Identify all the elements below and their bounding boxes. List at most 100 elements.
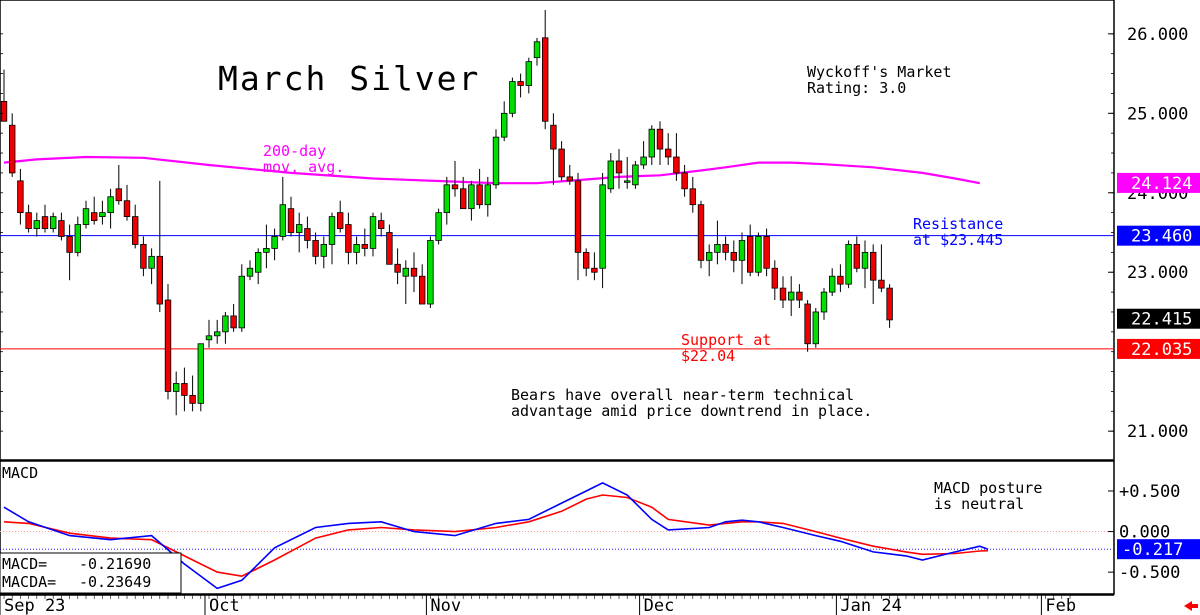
candle bbox=[427, 236, 434, 308]
candle bbox=[123, 184, 131, 221]
candle-body bbox=[591, 267, 598, 273]
price-tag-box bbox=[1117, 308, 1200, 329]
candle bbox=[328, 212, 336, 265]
candle bbox=[246, 260, 254, 281]
candle-body bbox=[722, 244, 729, 253]
candle bbox=[648, 125, 655, 165]
price-tag-box bbox=[1117, 225, 1200, 246]
candle-body bbox=[468, 184, 475, 210]
candle bbox=[533, 37, 541, 66]
candle-body bbox=[853, 244, 860, 269]
price-tag-box bbox=[1117, 338, 1200, 359]
candle bbox=[386, 224, 393, 265]
candle-body bbox=[74, 224, 81, 253]
candle bbox=[714, 220, 721, 265]
candle bbox=[730, 240, 737, 273]
candle-body bbox=[131, 216, 139, 245]
candle bbox=[878, 244, 885, 293]
candle bbox=[845, 240, 852, 289]
price-tick-label: 26.000 bbox=[1127, 25, 1188, 45]
date-label: Jan 24 bbox=[840, 596, 901, 615]
candle-body bbox=[665, 148, 672, 158]
candle-body bbox=[763, 236, 770, 269]
candle-body bbox=[148, 255, 155, 269]
macd-readout-box bbox=[0, 552, 182, 594]
candle-body bbox=[345, 224, 352, 253]
candle bbox=[99, 200, 106, 225]
candle bbox=[583, 248, 590, 277]
date-label: Sep 23 bbox=[4, 596, 65, 615]
candle-body bbox=[558, 148, 565, 178]
date-label: Dec bbox=[644, 596, 675, 615]
candle-body bbox=[837, 275, 844, 285]
candle bbox=[624, 157, 631, 189]
candle bbox=[8, 113, 16, 177]
candle-body bbox=[205, 335, 213, 341]
candle bbox=[697, 200, 705, 269]
candle-body bbox=[304, 228, 311, 241]
candle bbox=[451, 160, 459, 197]
candle bbox=[779, 276, 787, 308]
candle-body bbox=[115, 188, 122, 202]
candle bbox=[164, 284, 172, 400]
candle-body bbox=[648, 128, 655, 158]
date-label: Oct bbox=[209, 596, 240, 615]
candle-body bbox=[533, 41, 541, 59]
macd-tick-label: +0.500 bbox=[1119, 482, 1180, 502]
candle bbox=[788, 276, 795, 316]
price-tag-label: 22.035 bbox=[1131, 340, 1192, 360]
candle-body bbox=[500, 112, 508, 138]
price-tag-label: 23.460 bbox=[1131, 227, 1192, 247]
candle bbox=[312, 232, 319, 265]
candle-body bbox=[476, 184, 483, 206]
macda-line bbox=[3, 494, 989, 578]
candle-body bbox=[550, 124, 557, 150]
macd-readout-value: -0.21690 bbox=[79, 555, 151, 573]
candle-body bbox=[820, 291, 828, 313]
candle-body bbox=[583, 251, 590, 269]
candle-body bbox=[870, 251, 877, 281]
candle-body bbox=[443, 184, 450, 214]
candle bbox=[509, 77, 516, 118]
candle bbox=[771, 260, 778, 301]
candle bbox=[148, 248, 155, 285]
commentary-line-2: advantage amid price downtrend in place. bbox=[511, 402, 872, 420]
candle bbox=[50, 212, 57, 233]
candle bbox=[172, 371, 180, 416]
candle bbox=[41, 204, 49, 233]
candle-body bbox=[107, 196, 114, 214]
ma-label-line-2: mov. avg. bbox=[263, 158, 344, 176]
support-label-line-2: $22.04 bbox=[681, 347, 735, 365]
candle bbox=[238, 264, 245, 332]
candle-body bbox=[427, 240, 434, 305]
candle bbox=[435, 208, 442, 245]
candle-body bbox=[222, 315, 229, 333]
rating-line-2: Rating: 3.0 bbox=[807, 79, 906, 97]
candle-body bbox=[82, 208, 90, 225]
candle bbox=[706, 244, 713, 277]
candle bbox=[58, 212, 65, 241]
candle bbox=[205, 319, 213, 348]
candle-body bbox=[632, 164, 639, 186]
candle bbox=[640, 141, 647, 169]
candle bbox=[189, 375, 196, 412]
ma200-line bbox=[3, 155, 981, 185]
candle-body bbox=[812, 311, 819, 345]
candle-body bbox=[25, 212, 32, 229]
candle bbox=[738, 232, 746, 285]
candle bbox=[574, 172, 582, 281]
candle-body bbox=[410, 267, 418, 277]
macda-readout-label: MACDA= bbox=[2, 573, 56, 591]
macd-layer bbox=[0, 482, 1114, 590]
macd-tick-label: -0.500 bbox=[1119, 563, 1180, 583]
candle-body bbox=[566, 176, 573, 182]
candle bbox=[500, 101, 508, 142]
candle-body bbox=[861, 251, 869, 269]
candle bbox=[558, 141, 565, 181]
price-tick-label: 23.000 bbox=[1127, 263, 1188, 283]
chart-title: March Silver bbox=[218, 59, 480, 98]
candle bbox=[181, 367, 188, 412]
candle-body bbox=[435, 212, 442, 241]
macda-readout-value: -0.23649 bbox=[79, 573, 151, 591]
candle bbox=[410, 252, 418, 293]
